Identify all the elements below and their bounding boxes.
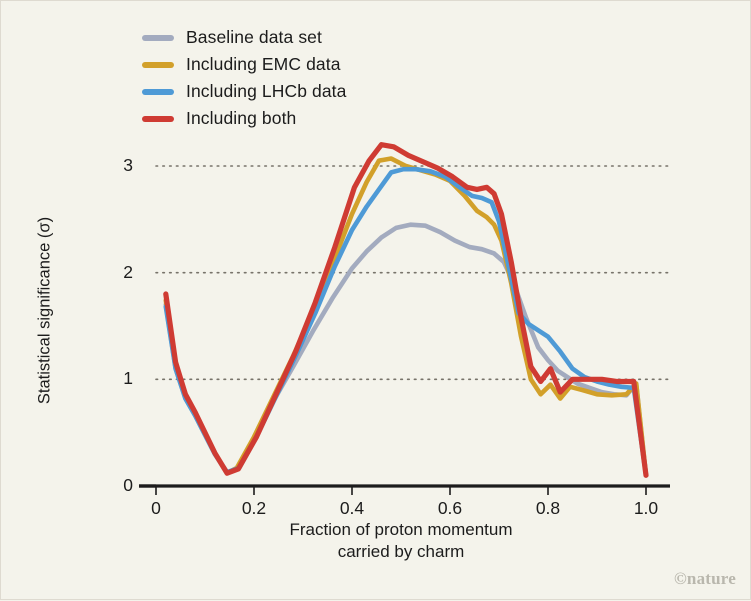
- legend-swatch-emc: [142, 61, 174, 68]
- legend-label-baseline: Baseline data set: [186, 27, 322, 47]
- y-tick-label-0: 0: [123, 475, 133, 495]
- legend-item-baseline: Baseline data set: [142, 27, 346, 48]
- legend-label-emc: Including EMC data: [186, 54, 341, 74]
- x-tick-label-5: 1.0: [633, 498, 659, 518]
- x-tick-label-3: 0.6: [437, 498, 463, 518]
- series-line-including-both: [163, 142, 649, 478]
- legend-swatch-lhcb: [142, 88, 174, 95]
- x-axis-label: Fraction of proton momentum carried by c…: [156, 519, 646, 563]
- x-tick-label-2: 0.4: [339, 498, 365, 518]
- series-line-baseline-data-set: [163, 222, 649, 478]
- series-line-including-emc-data: [163, 156, 649, 478]
- legend-item-both: Including both: [142, 108, 346, 129]
- x-axis-label-line2: carried by charm: [337, 541, 465, 561]
- y-tick-label-3: 3: [123, 155, 133, 175]
- legend-swatch-baseline: [142, 34, 174, 41]
- legend-item-lhcb: Including LHCb data: [142, 81, 346, 102]
- chart-legend: Baseline data set Including EMC data Inc…: [142, 27, 346, 129]
- series-line-including-lhcb-data: [163, 166, 649, 478]
- x-tick-label-0: 0: [151, 498, 161, 518]
- legend-label-lhcb: Including LHCb data: [186, 81, 347, 101]
- nature-watermark: ©nature: [674, 569, 736, 588]
- legend-label-both: Including both: [186, 108, 297, 128]
- x-tick-label-4: 0.8: [535, 498, 561, 518]
- y-tick-label-2: 2: [123, 261, 133, 282]
- x-axis-label-line1: Fraction of proton momentum: [289, 520, 513, 539]
- y-tick-label-1: 1: [123, 368, 133, 389]
- legend-item-emc: Including EMC data: [142, 54, 346, 75]
- x-tick-label-1: 0.2: [241, 498, 267, 518]
- y-axis-label: Statistical significance (σ): [35, 216, 54, 405]
- legend-swatch-both: [142, 115, 174, 122]
